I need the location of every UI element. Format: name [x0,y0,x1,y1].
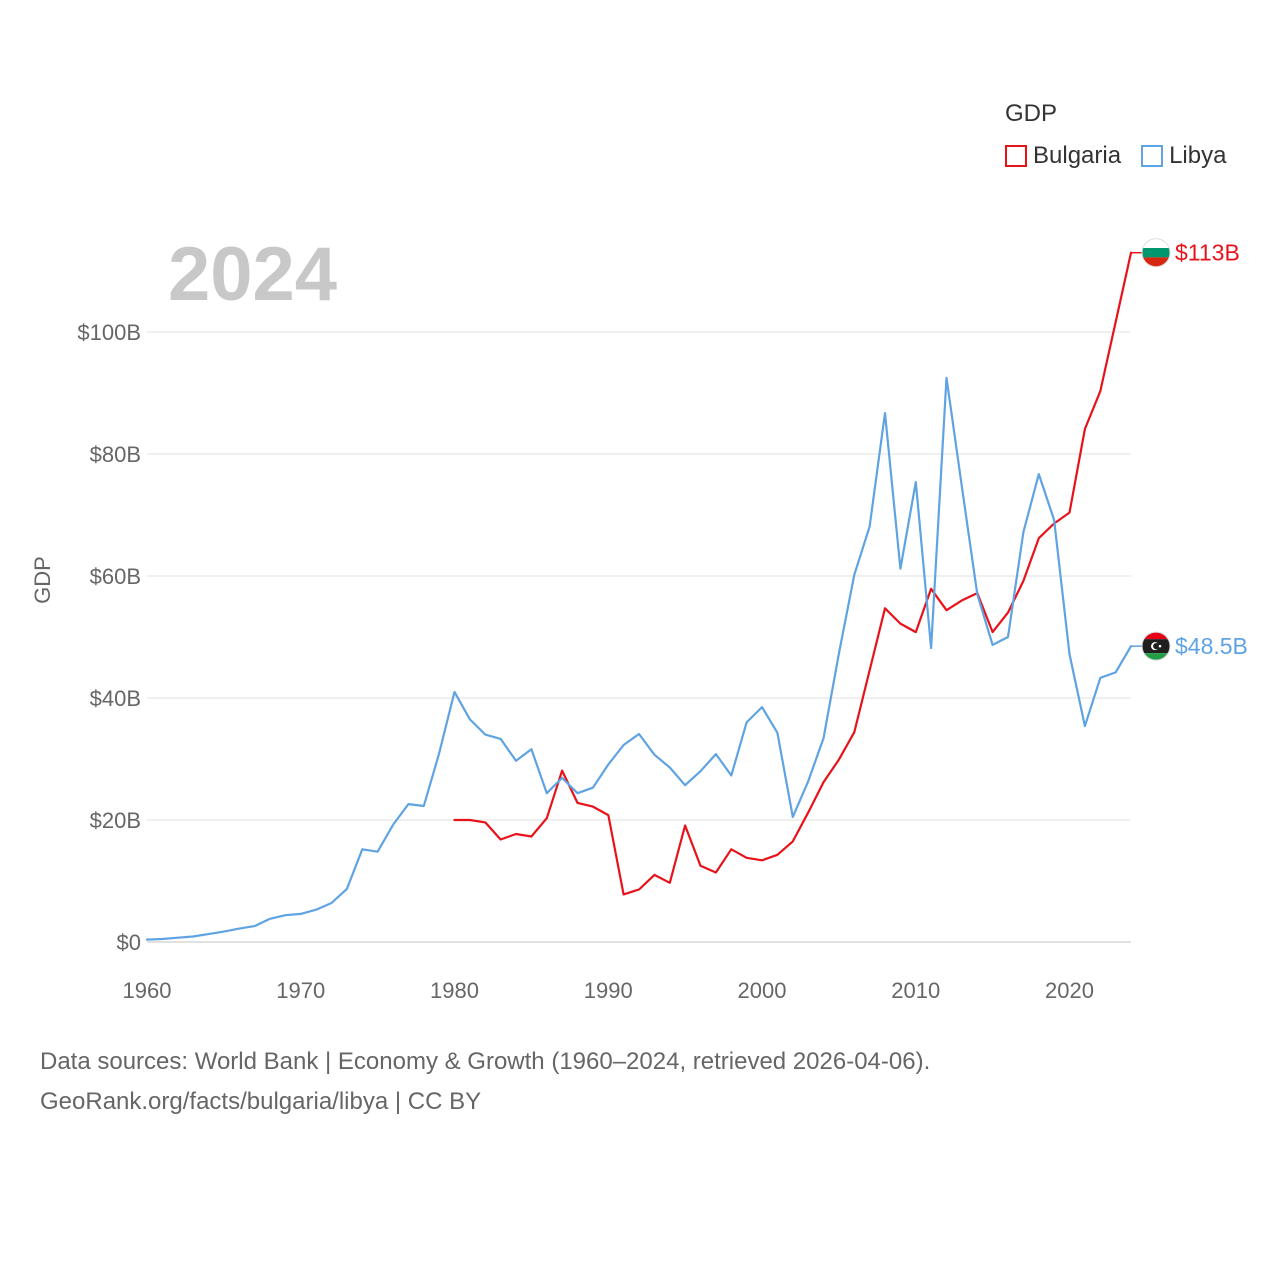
end-value-label-bulgaria: $113B [1175,240,1240,266]
footer-sources: Data sources: World Bank | Economy & Gro… [40,1048,931,1075]
y-tick-label: $20B [90,808,141,833]
libya-flag-icon [1141,631,1171,661]
x-tick-label: 1980 [430,978,479,1003]
legend-item-bulgaria[interactable]: Bulgaria [1005,142,1121,170]
legend-item-libya[interactable]: Libya [1141,142,1226,170]
legend-label-libya: Libya [1169,142,1227,169]
bulgaria-flag-icon [1141,238,1171,268]
grid-lines [147,331,1131,943]
legend: GDP Bulgaria Libya [1005,100,1226,170]
x-tick-label: 2020 [1045,978,1094,1003]
x-tick-label: 2010 [891,978,940,1003]
year-watermark: 2024 [168,232,337,317]
y-tick-label: $60B [90,564,141,589]
series-line-bulgaria[interactable] [453,251,1133,896]
y-tick-label: $40B [90,686,141,711]
legend-title: GDP [1005,100,1058,127]
end-markers: $113B $48.5B [1131,238,1248,661]
legend-swatch-libya [1141,145,1164,167]
x-tick-label: 1960 [123,978,172,1003]
series-line-libya[interactable] [145,376,1133,941]
x-axis: 1960 1970 1980 1990 2000 2010 2020 [123,978,1094,1003]
y-tick-label: $80B [90,442,141,467]
x-tick-label: 1990 [584,978,633,1003]
y-tick-label: $100B [77,320,141,345]
legend-label-bulgaria: Bulgaria [1033,142,1122,169]
y-axis: $0 $20B $40B $60B $80B $100B [77,320,141,955]
x-tick-label: 2000 [738,978,787,1003]
footer: Data sources: World Bank | Economy & Gro… [40,1042,930,1122]
legend-swatch-bulgaria [1005,145,1027,167]
series-lines [145,251,1133,941]
x-tick-label: 1970 [276,978,325,1003]
footer-attribution[interactable]: GeoRank.org/facts/bulgaria/libya | CC BY [40,1088,482,1115]
y-tick-label: $0 [117,930,141,955]
y-axis-label: GDP [30,556,55,604]
end-value-label-libya: $48.5B [1175,633,1248,659]
